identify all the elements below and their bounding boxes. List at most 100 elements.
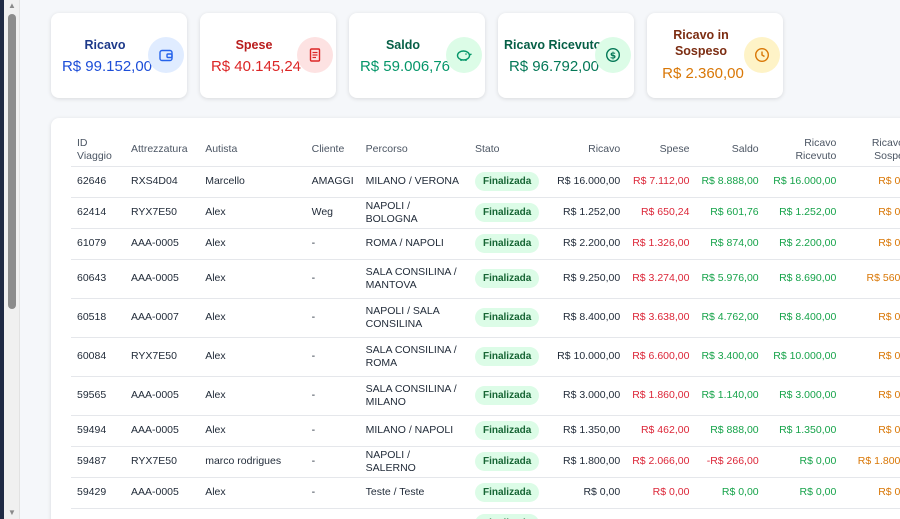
cell-saldo: R$ 601,76: [695, 197, 765, 229]
column-header-saldo[interactable]: Saldo: [695, 134, 765, 167]
cell-spese: R$ 7.112,00: [626, 166, 696, 198]
cell-ricavo: R$ 0,00: [551, 477, 627, 509]
cell-ricavo-ricevuto: R$ 1.252,00: [764, 197, 843, 229]
card-value: R$ 2.360,00: [662, 65, 744, 82]
status-badge: Finalizada: [474, 308, 540, 327]
clock-icon: [744, 37, 780, 73]
cell-stato: Finalizada: [468, 259, 552, 299]
cell-ricavo-ricevuto: R$ 2.200,00: [764, 228, 843, 260]
table-row[interactable]: 61079 AAA-0005 Alex - ROMA / NAPOLI Fina…: [71, 228, 900, 260]
cell-percorso: NAPOLI / SALA CONSILINA: [359, 298, 469, 338]
table-body: 62646 RXS4D04 Marcello AMAGGI MILANO / V…: [71, 166, 900, 519]
cell-saldo: R$ 874,00: [695, 228, 765, 260]
table-row[interactable]: 60084 RYX7E50 Alex - SALA CONSILINA / RO…: [71, 337, 900, 377]
status-badge: Finalizada: [474, 452, 540, 471]
cell-attrezzatura: AAA-0005: [125, 259, 200, 299]
scrollbar-thumb[interactable]: [8, 14, 16, 309]
cell-autista: Alex: [199, 228, 306, 260]
cell-ricavo-in-sospeso: [842, 508, 900, 519]
cell-stato: Finalizada: [468, 228, 552, 260]
cell-percorso: ROMA / NAPOLI: [359, 228, 469, 260]
vertical-scrollbar[interactable]: ▲ ▼: [4, 0, 20, 519]
cell-ricavo-in-sospeso: R$ 0,00: [842, 298, 900, 338]
cell-id-viaggio: 59429: [71, 477, 125, 509]
cell-percorso: [359, 508, 469, 519]
cell-spese: [626, 508, 696, 519]
column-header-attrezzatura[interactable]: Attrezzatura: [125, 134, 200, 167]
cell-ricavo: R$ 1.252,00: [551, 197, 627, 229]
cell-ricavo: R$ 3.000,00: [551, 376, 627, 416]
cell-attrezzatura: AAA-0007: [125, 298, 200, 338]
cell-ricavo-in-sospeso: R$ 0,00: [842, 166, 900, 198]
cell-autista: Marcello: [199, 166, 306, 198]
column-header-id-viaggio[interactable]: ID Viaggio: [71, 134, 125, 167]
table-row[interactable]: 59494 AAA-0005 Alex - MILANO / NAPOLI Fi…: [71, 415, 900, 447]
cell-id-viaggio: 60643: [71, 259, 125, 299]
cell-saldo: R$ 0,00: [695, 477, 765, 509]
table-row[interactable]: 60518 AAA-0007 Alex - NAPOLI / SALA CONS…: [71, 298, 900, 338]
cell-percorso: SALA CONSILINA / ROMA: [359, 337, 469, 377]
cell-ricavo-in-sospeso: R$ 0,00: [842, 477, 900, 509]
svg-text:$: $: [610, 52, 616, 62]
cell-percorso: Teste / Teste: [359, 477, 469, 509]
table-row[interactable]: 59565 AAA-0005 Alex - SALA CONSILINA / M…: [71, 376, 900, 416]
cell-cliente: -: [305, 298, 360, 338]
cell-id-viaggio: 60518: [71, 298, 125, 338]
column-header-percorso[interactable]: Percorso: [359, 134, 469, 167]
column-header-spese[interactable]: Spese: [626, 134, 696, 167]
cell-ricavo-in-sospeso: R$ 0,00: [842, 337, 900, 377]
cell-stato: Finalizada: [468, 415, 552, 447]
cell-ricavo: [551, 508, 627, 519]
cell-attrezzatura: AAA-0005: [125, 415, 200, 447]
cell-attrezzatura: AAA-0005: [125, 228, 200, 260]
trips-table-panel: ID Viaggio Attrezzatura Autista Cliente …: [51, 118, 900, 519]
cell-cliente: -: [305, 376, 360, 416]
cell-ricavo: R$ 10.000,00: [551, 337, 627, 377]
cell-saldo: R$ 4.762,00: [695, 298, 765, 338]
cell-stato: Finalizada: [468, 337, 552, 377]
column-header-cliente[interactable]: Cliente: [305, 134, 360, 167]
scroll-down-arrow-icon[interactable]: ▼: [8, 508, 16, 517]
column-header-ricavo[interactable]: Ricavo: [551, 134, 627, 167]
column-header-stato[interactable]: Stato: [468, 134, 552, 167]
cell-ricavo-ricevuto: R$ 0,00: [764, 446, 843, 478]
table-row[interactable]: 59487 RYX7E50 marco rodrigues - NAPOLI /…: [71, 446, 900, 478]
cell-stato: Finalizada: [468, 166, 552, 198]
cell-spese: R$ 462,00: [626, 415, 696, 447]
table-row[interactable]: 60643 AAA-0005 Alex - SALA CONSILINA / M…: [71, 259, 900, 299]
cell-percorso: NAPOLI / SALERNO: [359, 446, 469, 478]
cell-ricavo-in-sospeso: R$ 0,00: [842, 415, 900, 447]
table-row[interactable]: Finalizada: [71, 508, 900, 519]
cell-ricavo-in-sospeso: R$ 560,00: [842, 259, 900, 299]
column-header-autista[interactable]: Autista: [199, 134, 306, 167]
cell-spese: R$ 2.066,00: [626, 446, 696, 478]
card-title: Spese: [235, 38, 273, 52]
card-ricavo-in-sospeso: Ricavo in Sospeso R$ 2.360,00: [647, 13, 783, 98]
table-row[interactable]: 62646 RXS4D04 Marcello AMAGGI MILANO / V…: [71, 166, 900, 198]
cell-attrezzatura: RXS4D04: [125, 166, 200, 198]
wallet-icon: [148, 37, 184, 73]
cell-id-viaggio: 59494: [71, 415, 125, 447]
cell-cliente: AMAGGI: [305, 166, 360, 198]
cell-cliente: Weg: [305, 197, 360, 229]
table-row[interactable]: 59429 AAA-0005 Alex - Teste / Teste Fina…: [71, 477, 900, 509]
cell-autista: Alex: [199, 376, 306, 416]
cell-attrezzatura: AAA-0005: [125, 376, 200, 416]
cell-attrezzatura: RYX7E50: [125, 197, 200, 229]
scroll-up-arrow-icon[interactable]: ▲: [8, 1, 16, 10]
cell-saldo: -R$ 266,00: [695, 446, 765, 478]
cell-id-viaggio: 60084: [71, 337, 125, 377]
cell-id-viaggio: 62646: [71, 166, 125, 198]
status-badge: Finalizada: [474, 203, 540, 222]
dollar-circle-icon: $: [595, 37, 631, 73]
cell-autista: Alex: [199, 477, 306, 509]
card-title: Ricavo in Sospeso: [673, 28, 729, 58]
column-header-ricavo-in-sospeso[interactable]: Ricavo in Sospeso: [842, 134, 900, 167]
column-header-ricavo-ricevuto[interactable]: Ricavo Ricevuto: [764, 134, 843, 167]
table-row[interactable]: 62414 RYX7E50 Alex Weg NAPOLI / BOLOGNA …: [71, 197, 900, 229]
cell-attrezzatura: RYX7E50: [125, 446, 200, 478]
cell-saldo: R$ 3.400,00: [695, 337, 765, 377]
cell-attrezzatura: AAA-0005: [125, 477, 200, 509]
card-value: R$ 96.792,00: [508, 58, 600, 75]
cell-cliente: -: [305, 415, 360, 447]
